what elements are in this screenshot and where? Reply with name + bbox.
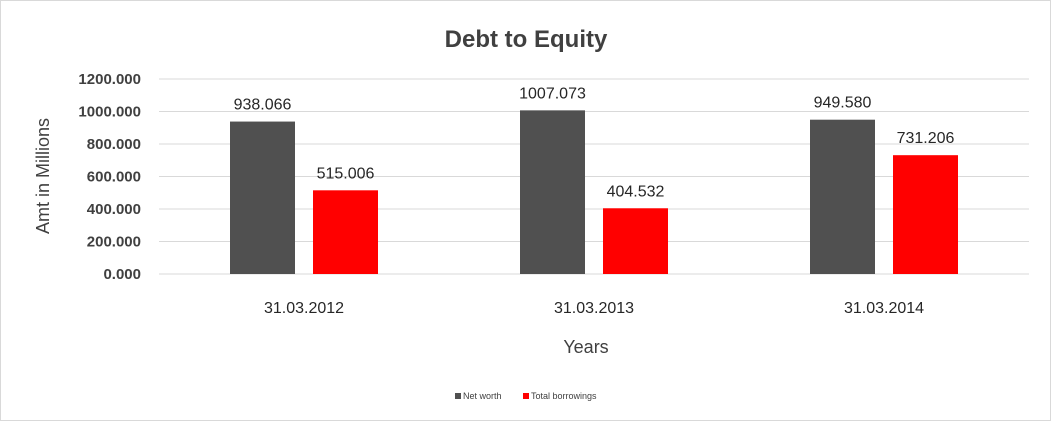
x-axis-ticks: 31.03.2012 31.03.2013 31.03.2014 [264, 300, 924, 317]
x-tick-label: 31.03.2013 [554, 300, 634, 317]
x-tick-label: 31.03.2014 [844, 300, 924, 317]
y-axis-title: Amt in Millions [33, 118, 53, 234]
y-tick-label: 400.000 [87, 201, 141, 218]
legend-swatch [523, 393, 529, 399]
bar-net-worth [810, 119, 875, 274]
y-tick-label: 1200.000 [78, 71, 141, 88]
bar-total-borrowings [603, 208, 668, 274]
legend-swatch [455, 393, 461, 399]
y-tick-label: 1000.000 [78, 104, 141, 121]
x-axis-title: Years [563, 337, 608, 357]
data-label: 404.532 [607, 183, 665, 200]
legend-label: Total borrowings [531, 391, 597, 401]
bar-net-worth [520, 110, 585, 274]
legend: Net worth Total borrowings [455, 391, 597, 401]
y-tick-label: 800.000 [87, 136, 141, 153]
data-label: 731.206 [897, 130, 955, 147]
y-tick-label: 600.000 [87, 169, 141, 186]
bars: 938.066 515.006 1007.073 404.532 949.580 731.… [230, 85, 958, 275]
data-label: 949.580 [814, 95, 872, 112]
y-axis-ticks: 0.000 200.000 400.000 600.000 800.000 1000.00… [78, 71, 141, 283]
data-label: 1007.073 [519, 85, 586, 102]
data-label: 515.006 [317, 165, 375, 182]
y-tick-label: 200.000 [87, 234, 141, 251]
data-label: 938.066 [234, 97, 292, 114]
chart-title: Debt to Equity [445, 26, 608, 53]
y-tick-label: 0.000 [103, 266, 141, 283]
legend-label: Net worth [463, 391, 502, 401]
gridlines [159, 78, 1029, 275]
bar-net-worth [230, 121, 295, 275]
bar-total-borrowings [313, 190, 378, 274]
x-tick-label: 31.03.2012 [264, 300, 344, 317]
bar-total-borrowings [893, 155, 958, 274]
